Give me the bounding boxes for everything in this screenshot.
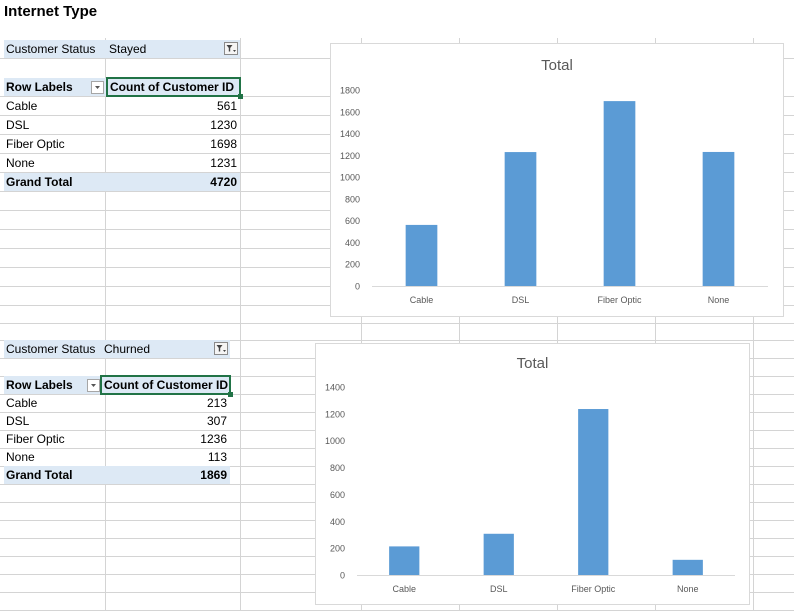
selected-cell[interactable] xyxy=(106,77,243,99)
filter-value: Stayed xyxy=(109,42,147,56)
row-value: 1230 xyxy=(210,118,237,132)
filter-value: Churned xyxy=(104,342,151,356)
filter-label: Customer Status xyxy=(6,342,96,356)
chart-title: Total xyxy=(541,57,573,74)
x-tick-label: DSL xyxy=(490,584,508,594)
row-label: None xyxy=(6,156,35,170)
filter-label: Customer Status xyxy=(6,42,96,56)
chevron-down-icon xyxy=(95,86,100,89)
filter-band xyxy=(4,340,230,358)
chevron-down-icon xyxy=(91,384,96,387)
x-tick-label: Fiber Optic xyxy=(571,584,616,594)
selected-cell[interactable] xyxy=(100,375,233,397)
row-value: 213 xyxy=(206,396,227,410)
x-tick-label: Cable xyxy=(392,584,416,594)
y-tick-label: 400 xyxy=(345,238,360,248)
bar xyxy=(504,152,537,286)
bar xyxy=(603,101,636,287)
y-tick-label: 1000 xyxy=(340,173,360,183)
row-label: Fiber Optic xyxy=(6,432,65,446)
grand-total-label: Grand Total xyxy=(6,468,73,482)
y-tick-label: 1200 xyxy=(325,409,345,419)
grand-total-value: 4720 xyxy=(210,175,237,189)
header-band xyxy=(4,78,240,96)
y-tick-label: 1000 xyxy=(325,436,345,446)
grand-total-value: 1869 xyxy=(200,468,227,482)
bar xyxy=(483,533,514,575)
row-label: DSL xyxy=(6,414,30,428)
chart-plot: Total 0 200 400 600 800 1000 1200 1400 1600 1800 Ca… xyxy=(340,57,768,305)
x-tick-label: None xyxy=(708,295,730,305)
filter-dropdown-button[interactable] xyxy=(224,42,238,55)
filter-funnel-icon xyxy=(216,345,226,352)
x-tick-label: None xyxy=(677,584,699,594)
filter-dropdown-button[interactable] xyxy=(214,342,228,355)
y-tick-label: 400 xyxy=(330,517,345,527)
row-labels-dropdown[interactable] xyxy=(91,81,104,94)
bar xyxy=(389,546,420,575)
y-tick-label: 1400 xyxy=(340,129,360,139)
row-value: 1698 xyxy=(210,137,237,151)
header-band xyxy=(4,376,230,394)
y-tick-label: 1600 xyxy=(340,107,360,117)
y-tick-label: 1400 xyxy=(325,383,345,393)
row-value: 1236 xyxy=(200,432,227,446)
y-tick-label: 800 xyxy=(345,194,360,204)
row-labels-header: Row Labels xyxy=(6,80,73,94)
y-tick-label: 1800 xyxy=(340,86,360,96)
x-tick-label: Cable xyxy=(410,295,434,305)
total-band xyxy=(4,173,240,191)
y-tick-label: 0 xyxy=(355,282,360,292)
bar xyxy=(405,224,438,286)
chart-churned[interactable]: Total 0 200 400 600 800 1000 1200 1400 Cable DSL Fi… xyxy=(315,343,750,605)
y-tick-label: 200 xyxy=(330,544,345,554)
row-label: Cable xyxy=(6,396,38,410)
row-value: 113 xyxy=(207,450,227,464)
grand-total-label: Grand Total xyxy=(6,175,73,189)
filter-funnel-icon xyxy=(226,45,236,52)
bar xyxy=(672,559,703,575)
y-tick-label: 800 xyxy=(330,463,345,473)
row-labels-dropdown[interactable] xyxy=(87,379,100,392)
bar xyxy=(578,409,609,575)
y-tick-label: 600 xyxy=(330,490,345,500)
x-tick-label: Fiber Optic xyxy=(597,295,642,305)
row-value: 1231 xyxy=(210,156,237,170)
y-tick-label: 0 xyxy=(340,571,345,581)
y-tick-label: 1200 xyxy=(340,151,360,161)
chart-plot: Total 0 200 400 600 800 1000 1200 1400 Cable DSL Fi… xyxy=(325,355,735,594)
row-label: Fiber Optic xyxy=(6,137,65,151)
value-header: Count of Customer ID xyxy=(110,80,234,94)
filter-band xyxy=(4,40,240,58)
bar xyxy=(702,151,735,286)
y-tick-label: 200 xyxy=(345,260,360,270)
row-label: Cable xyxy=(6,99,38,113)
chart-title: Total xyxy=(517,355,549,372)
x-tick-label: DSL xyxy=(512,295,530,305)
sheet-title: Internet Type xyxy=(4,3,98,20)
total-band xyxy=(4,466,230,484)
row-value: 307 xyxy=(206,414,227,428)
value-header: Count of Customer ID xyxy=(104,378,228,392)
row-label: DSL xyxy=(6,118,30,132)
chart-stayed[interactable]: Total 0 200 400 600 800 1000 1200 1400 1600 1800 Ca… xyxy=(330,43,784,317)
row-label: None xyxy=(6,450,35,464)
row-labels-header: Row Labels xyxy=(6,378,73,392)
y-tick-label: 600 xyxy=(345,216,360,226)
row-value: 561 xyxy=(216,99,237,113)
